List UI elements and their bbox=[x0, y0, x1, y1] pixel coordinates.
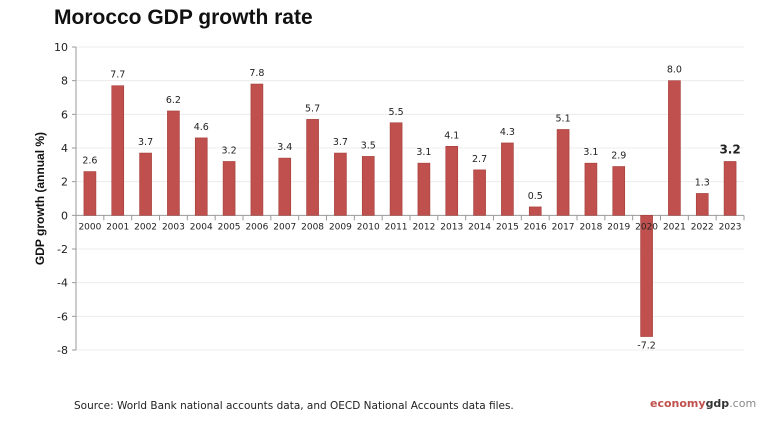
data-label: 3.5 bbox=[361, 140, 376, 151]
data-label: 0.5 bbox=[528, 191, 543, 202]
data-label: 5.1 bbox=[556, 113, 571, 124]
bar-2006 bbox=[250, 83, 264, 216]
y-tick-label: -6 bbox=[57, 310, 68, 323]
y-tick-label: 6 bbox=[61, 108, 68, 121]
data-label: 2.7 bbox=[472, 154, 487, 165]
x-tick-label: 2017 bbox=[552, 222, 575, 232]
bar-2008 bbox=[306, 119, 319, 216]
x-tick-label: 2005 bbox=[218, 222, 241, 232]
data-label: 2.6 bbox=[82, 156, 97, 167]
y-tick-label: -4 bbox=[57, 277, 68, 290]
bar-2010 bbox=[361, 156, 375, 216]
data-label: 2.9 bbox=[611, 151, 626, 162]
data-label: 5.7 bbox=[305, 103, 320, 114]
y-tick-label: 4 bbox=[61, 142, 68, 155]
x-tick-label: 2002 bbox=[134, 222, 157, 232]
x-tick-label: 2006 bbox=[245, 222, 268, 232]
bar-2009 bbox=[334, 152, 347, 216]
y-tick-label: 0 bbox=[61, 209, 68, 222]
bar-2013 bbox=[445, 146, 459, 216]
bar-2021 bbox=[668, 80, 681, 216]
bar-2014 bbox=[473, 169, 486, 216]
data-label: 3.1 bbox=[583, 147, 598, 158]
data-label: 3.7 bbox=[138, 137, 153, 148]
x-tick-label: 2007 bbox=[273, 222, 296, 232]
y-tick-label: -2 bbox=[57, 243, 68, 256]
bar-2015 bbox=[501, 142, 514, 216]
data-label: 3.2 bbox=[719, 142, 740, 156]
bar-2011 bbox=[389, 122, 403, 216]
data-label: 7.8 bbox=[249, 68, 264, 79]
x-tick-label: 2004 bbox=[190, 222, 213, 232]
data-label: 4.3 bbox=[500, 127, 515, 138]
bar-2022 bbox=[695, 193, 709, 216]
brand-part: .com bbox=[729, 397, 757, 410]
y-tick-label: 2 bbox=[61, 176, 68, 189]
x-tick-label: 2018 bbox=[579, 222, 602, 232]
x-tick-label: 2001 bbox=[106, 222, 129, 232]
data-label: 1.3 bbox=[695, 177, 710, 188]
y-tick-label: -8 bbox=[57, 344, 68, 357]
bar-2012 bbox=[417, 162, 431, 216]
x-tick-label: 2020 bbox=[635, 222, 658, 232]
x-tick-label: 2010 bbox=[357, 222, 380, 232]
x-tick-label: 2008 bbox=[301, 222, 324, 232]
data-label: 3.7 bbox=[333, 137, 348, 148]
data-label: 8.0 bbox=[667, 65, 682, 76]
bar-2007 bbox=[278, 157, 292, 216]
y-tick-label: 8 bbox=[61, 75, 68, 88]
x-tick-label: 2022 bbox=[691, 222, 714, 232]
y-tick-label: 10 bbox=[54, 41, 68, 54]
x-tick-label: 2023 bbox=[719, 222, 742, 232]
bar-2000 bbox=[83, 171, 97, 216]
y-axis-label: GDP growth (annual %) bbox=[33, 132, 47, 265]
bar-2002 bbox=[139, 152, 152, 216]
x-tick-label: 2009 bbox=[329, 222, 352, 232]
x-tick-label: 2015 bbox=[496, 222, 519, 232]
bar-2017 bbox=[556, 129, 570, 216]
bar-2005 bbox=[222, 161, 236, 216]
x-tick-label: 2011 bbox=[385, 222, 408, 232]
bar-2023 bbox=[723, 161, 737, 216]
x-tick-label: 2021 bbox=[663, 222, 686, 232]
data-label: 5.5 bbox=[389, 107, 404, 118]
bar-2016 bbox=[528, 206, 542, 216]
data-label: 3.4 bbox=[277, 142, 292, 153]
bar-2001 bbox=[111, 85, 125, 216]
data-label: -7.2 bbox=[637, 341, 656, 352]
data-label: 6.2 bbox=[166, 95, 181, 106]
data-label: 4.6 bbox=[194, 122, 209, 133]
chart-title: Morocco GDP growth rate bbox=[54, 6, 313, 29]
x-tick-label: 2016 bbox=[524, 222, 547, 232]
data-label: 3.2 bbox=[222, 145, 237, 156]
bar-2020 bbox=[640, 215, 653, 337]
bar-2003 bbox=[167, 110, 180, 216]
x-tick-label: 2019 bbox=[607, 222, 630, 232]
bar-2018 bbox=[584, 162, 598, 216]
x-tick-label: 2014 bbox=[468, 222, 491, 232]
x-tick-label: 2003 bbox=[162, 222, 185, 232]
x-tick-label: 2013 bbox=[440, 222, 463, 232]
brand-part: economy bbox=[650, 397, 706, 410]
x-tick-label: 2000 bbox=[78, 222, 101, 232]
brand-logo: economygdp.com bbox=[650, 397, 756, 410]
data-label: 7.7 bbox=[110, 70, 125, 81]
source-note: Source: World Bank national accounts dat… bbox=[74, 400, 514, 412]
x-tick-label: 2012 bbox=[412, 222, 435, 232]
brand-part: gdp bbox=[705, 397, 730, 410]
bar-2004 bbox=[194, 137, 208, 216]
bar-2019 bbox=[612, 166, 626, 216]
data-label: 3.1 bbox=[416, 147, 431, 158]
data-label: 4.1 bbox=[444, 130, 459, 141]
